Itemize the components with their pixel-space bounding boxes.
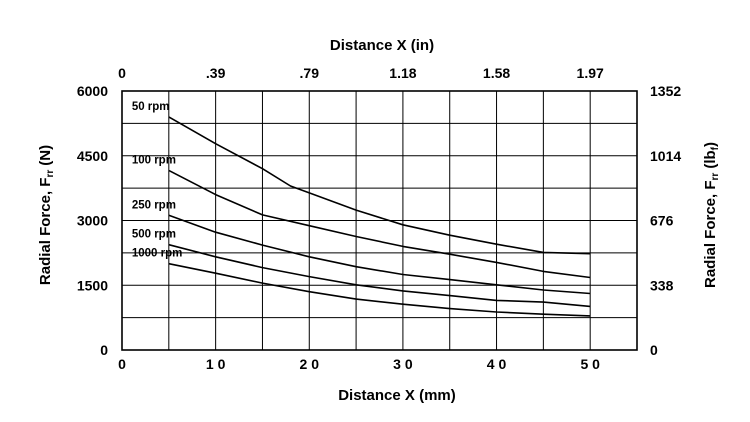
y2-tick-label: 1352 — [650, 83, 681, 99]
curve-label: 500 rpm — [132, 229, 176, 241]
curve-250-rpm — [168, 214, 591, 295]
x-tick-label: 0 — [118, 356, 126, 372]
x2-axis-title: Distance X (in) — [330, 37, 434, 54]
grid-lines — [121, 90, 638, 351]
y2-tick-label: 338 — [650, 277, 674, 293]
curve-100-rpm — [168, 169, 591, 279]
x2-tick-label: .79 — [300, 65, 320, 81]
y-tick-label: 3000 — [77, 213, 108, 229]
x-tick-label: 5 0 — [580, 356, 600, 372]
curve-label: 100 rpm — [132, 154, 176, 166]
x-tick-label: 1 0 — [206, 356, 226, 372]
plot-frame — [121, 90, 638, 351]
y-tick-label: 4500 — [77, 148, 108, 164]
y2-tick-label: 676 — [650, 213, 674, 229]
curve-labels: 50 rpm 100 rpm 250 rpm 500 rpm 1000 rpm — [132, 101, 183, 260]
x-tick-label: 2 0 — [300, 356, 320, 372]
y2-axis-title: Radial Force, Frr(lbf) — [702, 142, 721, 288]
y2-tick-label: 0 — [650, 342, 658, 358]
tick-labels: 0 1 0 2 0 3 0 4 0 5 0 0 .39 .79 1.18 1.58 1.97 0 1500… — [77, 65, 682, 372]
x2-tick-label: 1.97 — [577, 65, 604, 81]
y-tick-label: 1500 — [77, 277, 108, 293]
y-tick-label: 0 — [100, 342, 108, 358]
curve-50-rpm — [168, 116, 591, 255]
x2-tick-label: 1.18 — [389, 65, 416, 81]
force-curves — [168, 116, 591, 317]
y-tick-label: 6000 — [77, 83, 108, 99]
curve-label: 50 rpm — [132, 101, 170, 113]
curve-label: 1000 rpm — [132, 248, 183, 260]
x-axis-title: Distance X (mm) — [338, 387, 456, 404]
x2-tick-label: 0 — [118, 65, 126, 81]
x-tick-label: 4 0 — [487, 356, 507, 372]
y-axis-title: Radial Force, Frr(N) — [37, 145, 56, 285]
curve-1000-rpm — [168, 262, 591, 317]
curve-label: 250 rpm — [132, 199, 176, 211]
x-tick-label: 3 0 — [393, 356, 413, 372]
x2-tick-label: 1.58 — [483, 65, 510, 81]
y2-tick-label: 1014 — [650, 148, 681, 164]
curve-500-rpm — [168, 243, 591, 308]
x2-tick-label: .39 — [206, 65, 226, 81]
